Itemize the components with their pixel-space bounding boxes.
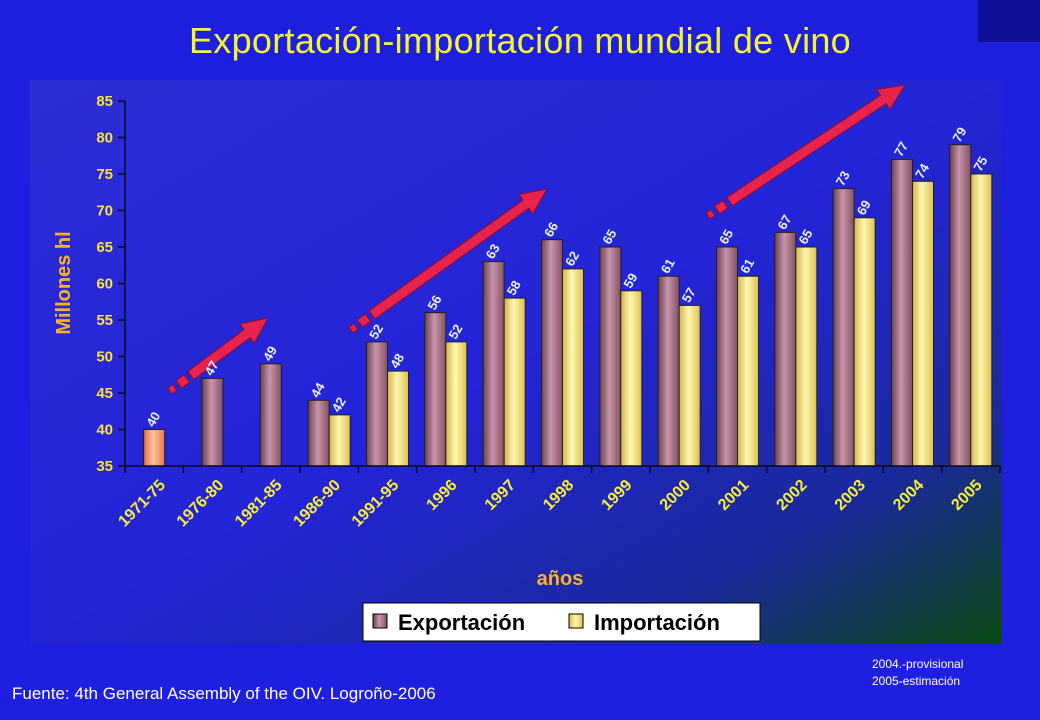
data-label-import: 52 xyxy=(445,322,465,342)
bar-import xyxy=(387,370,409,467)
legend-swatch-export xyxy=(372,613,388,629)
data-label-import: 65 xyxy=(795,227,815,247)
data-label-import: 62 xyxy=(562,249,582,269)
legend-swatch-import xyxy=(568,613,584,629)
bar-export xyxy=(424,312,447,467)
legend-label-export: Exportación xyxy=(398,610,525,635)
bar-export xyxy=(307,399,330,467)
y-tick-label: 75 xyxy=(96,166,113,183)
data-label-export: 66 xyxy=(541,219,561,239)
y-tick-label: 60 xyxy=(96,276,113,293)
bar-export xyxy=(949,144,972,467)
bar-export xyxy=(657,275,680,467)
data-label-export: 49 xyxy=(260,344,280,364)
data-label-export: 52 xyxy=(366,322,386,342)
legend-label-import: Importación xyxy=(594,610,720,635)
data-label-export: 67 xyxy=(774,212,794,232)
bars xyxy=(143,144,993,467)
data-label-import: 58 xyxy=(504,278,524,298)
data-label-export: 56 xyxy=(424,292,444,312)
data-label-import: 57 xyxy=(679,285,699,305)
data-label-import: 61 xyxy=(737,256,757,276)
bar-export xyxy=(143,429,166,467)
data-label-export: 65 xyxy=(716,227,736,247)
data-label-import: 75 xyxy=(970,154,990,174)
bar-import xyxy=(912,180,934,467)
source-citation: Fuente: 4th General Assembly of the OIV.… xyxy=(12,684,436,703)
data-labels: 4047494442524856526358666265596157656167… xyxy=(143,125,990,430)
x-axis-title: años xyxy=(537,568,584,590)
data-label-import: 48 xyxy=(387,351,407,371)
trend-arrow-1 xyxy=(167,317,269,395)
data-label-import: 59 xyxy=(620,271,640,291)
trend-arrow-3 xyxy=(705,84,906,220)
data-label-export: 79 xyxy=(949,125,969,145)
y-tick-label: 65 xyxy=(96,239,113,256)
bar-import xyxy=(970,173,993,467)
data-label-export: 63 xyxy=(483,241,503,261)
footnote-estimate: 2005-estimación xyxy=(872,674,961,688)
bar-import xyxy=(620,290,643,467)
data-label-export: 47 xyxy=(201,358,221,378)
bar-export xyxy=(201,377,224,467)
bar-import xyxy=(737,275,759,467)
y-tick-label: 45 xyxy=(96,385,113,402)
y-tick-label: 80 xyxy=(96,130,113,147)
footnote-provisional: 2004.-provisional xyxy=(872,657,964,671)
y-tick-label: 50 xyxy=(96,349,113,366)
bar-import xyxy=(678,304,701,467)
data-label-export: 73 xyxy=(833,168,853,188)
bar-import xyxy=(445,341,468,467)
bar-import xyxy=(853,217,876,467)
bar-export xyxy=(774,231,797,467)
page-title: Exportación-importación mundial de vino xyxy=(188,20,852,61)
y-axis-title: Millones hl xyxy=(53,231,75,334)
bar-export xyxy=(716,246,738,467)
legend: Exportación Importación xyxy=(362,602,761,642)
data-label-import: 42 xyxy=(329,395,349,415)
bar-import xyxy=(503,297,526,467)
y-tick-label: 70 xyxy=(96,203,113,220)
bar-export xyxy=(891,158,913,467)
corner-decoration xyxy=(978,0,1040,42)
bar-export xyxy=(259,363,282,467)
bar-import xyxy=(795,246,818,467)
data-label-export: 65 xyxy=(599,227,619,247)
y-tick-label: 85 xyxy=(96,93,113,110)
data-label-import: 69 xyxy=(854,198,874,218)
bar-export xyxy=(482,261,505,467)
trend-arrows xyxy=(167,84,906,395)
bar-export xyxy=(541,239,563,467)
legend-box xyxy=(362,602,761,642)
data-label-export: 40 xyxy=(143,409,163,429)
y-tick-label: 35 xyxy=(96,458,113,475)
footnotes: 2004.-provisional 2005-estimación xyxy=(872,656,963,690)
y-tick-label: 40 xyxy=(96,422,113,439)
bar-export xyxy=(366,341,388,467)
bar-import xyxy=(562,268,584,467)
bar-import xyxy=(328,414,351,467)
y-tick-label: 55 xyxy=(96,312,113,329)
bar-export xyxy=(599,246,622,467)
data-label-export: 77 xyxy=(891,139,911,159)
bar-export xyxy=(832,188,855,467)
trend-arrow-2 xyxy=(348,188,548,334)
data-label-export: 61 xyxy=(658,256,678,276)
